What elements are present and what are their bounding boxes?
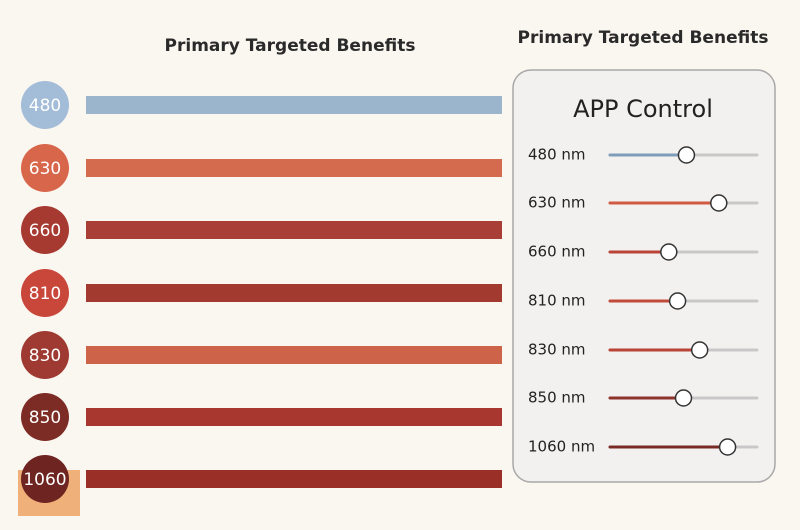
wavelength-label: 660	[29, 221, 61, 241]
wavelength-badge	[21, 206, 69, 254]
slider-knob[interactable]	[677, 146, 696, 164]
slider-label: 810 nm	[528, 292, 586, 310]
wavelength-label: 630	[29, 159, 61, 179]
slider-label: 630 nm	[528, 194, 586, 212]
slider-knob[interactable]	[660, 243, 678, 261]
slider-knob[interactable]	[668, 292, 687, 310]
wavelength-label: 830	[29, 346, 61, 366]
wavelength-bar	[86, 159, 502, 177]
right-header: Primary Targeted Benefits	[518, 28, 769, 48]
wavelength-badge	[21, 331, 69, 379]
wavelength-label: 850	[29, 408, 61, 428]
slider-label: 830 nm	[528, 341, 586, 359]
slider-label: 1060 nm	[528, 438, 595, 456]
wavelength-bar	[86, 96, 502, 114]
wavelength-bar	[86, 284, 502, 302]
wavelength-badge	[21, 144, 69, 192]
wavelength-label: 480	[29, 96, 61, 116]
wavelength-badge	[21, 269, 69, 317]
wavelength-bar	[86, 346, 502, 364]
wavelength-badge	[21, 455, 69, 503]
slider-knob[interactable]	[710, 194, 728, 212]
control-panel	[512, 69, 776, 483]
wavelength-badge	[21, 393, 69, 441]
slider-knob[interactable]	[674, 389, 693, 407]
wavelength-label: 810	[29, 284, 61, 304]
wavelength-bar	[86, 470, 502, 488]
slider-label: 480 nm	[528, 146, 586, 164]
wavelength-bar	[86, 221, 502, 239]
wavelength-label: 1060	[23, 470, 66, 490]
left-header: Primary Targeted Benefits	[165, 36, 416, 56]
panel-title: APP Control	[573, 95, 713, 123]
slider-label: 660 nm	[528, 243, 586, 261]
slider-label: 850 nm	[528, 389, 586, 407]
slider-knob[interactable]	[690, 341, 709, 359]
slider-knob[interactable]	[718, 438, 737, 456]
wavelength-bar	[86, 408, 502, 426]
wavelength-badge	[21, 81, 69, 129]
